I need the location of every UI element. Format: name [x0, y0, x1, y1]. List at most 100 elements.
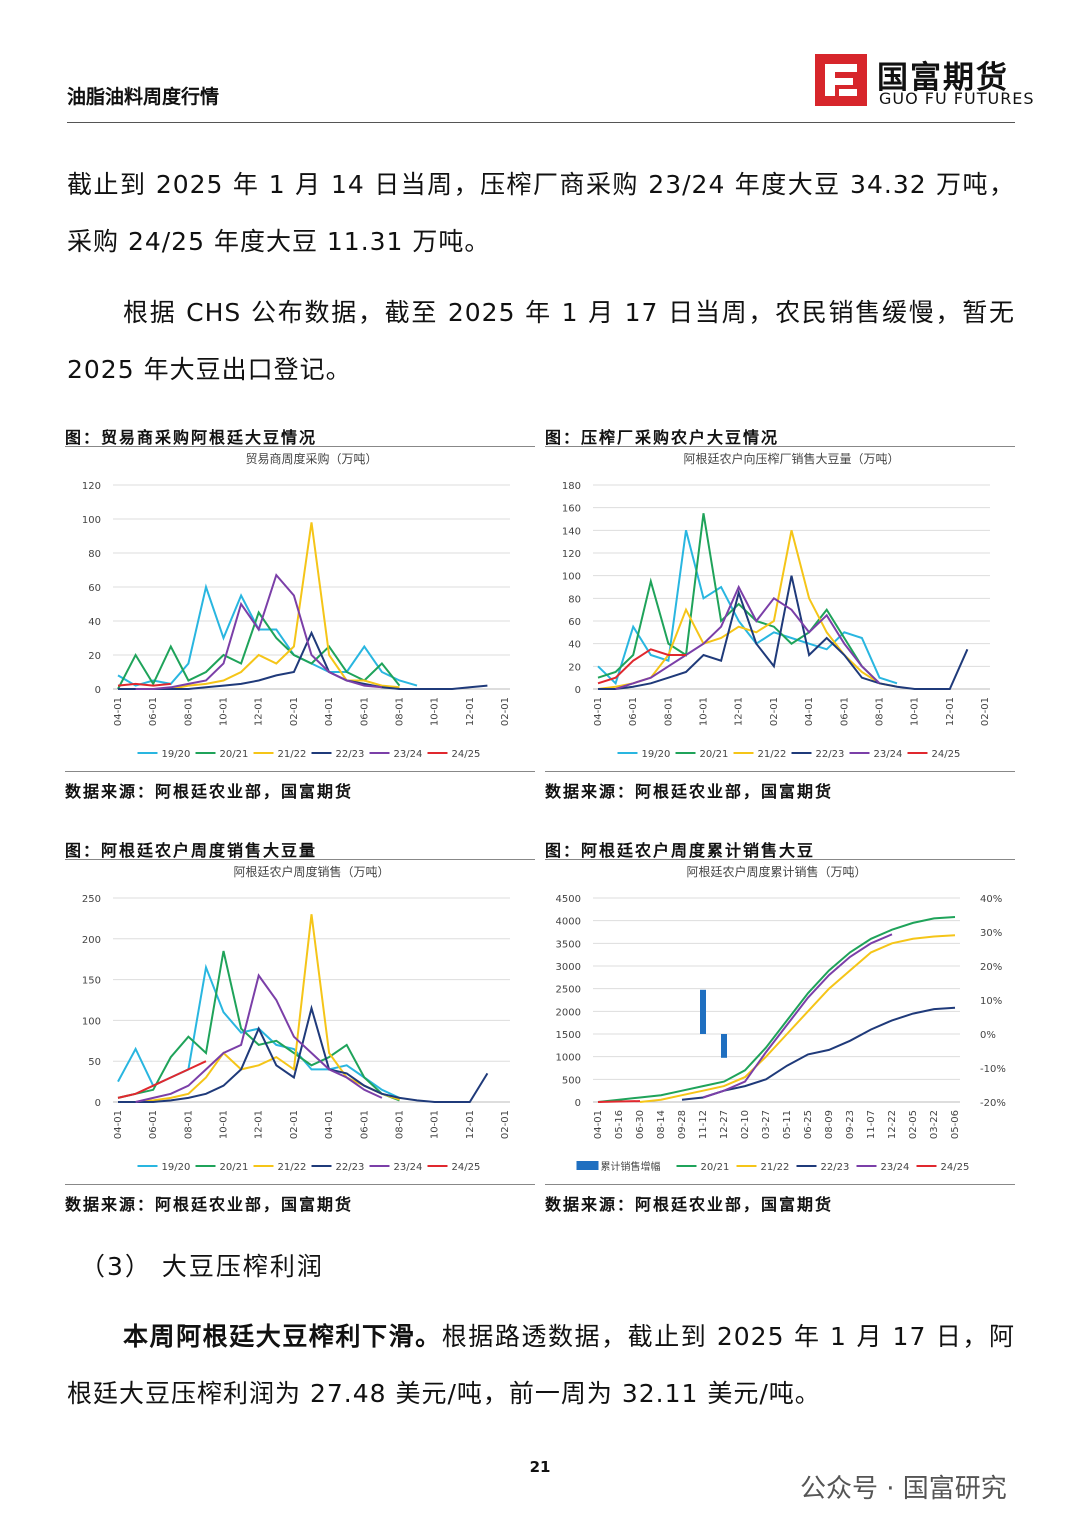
- y-tick-label: 4000: [556, 917, 581, 928]
- x-tick-label: 02-10: [740, 1110, 751, 1139]
- y-tick-label: 120: [82, 481, 101, 492]
- legend-label: 21/22: [761, 1162, 790, 1173]
- series-line: [639, 934, 956, 1103]
- header-title: 油脂油料周度行情: [67, 86, 220, 108]
- y2-tick-label: 20%: [980, 962, 1002, 973]
- x-tick-label: 08-01: [183, 1110, 194, 1139]
- logo-cn: 国富期货: [877, 60, 1009, 96]
- paragraph-text: 根据路透数据，截止到 2025 年 1 月 17 日，阿根廷大豆压榨利润为 27…: [67, 1322, 1015, 1408]
- paragraph: 根据 CHS 公布数据，截至 2025 年 1 月 17 日当周，农民销售缓慢，…: [67, 298, 1015, 384]
- x-tick-label: 04-01: [804, 697, 815, 726]
- x-tick-label: 08-01: [183, 697, 194, 726]
- x-tick-label: 02-01: [500, 1110, 511, 1139]
- y-tick-label: 60: [88, 583, 101, 594]
- legend-label: 19/20: [162, 1162, 191, 1173]
- y-tick-label: 80: [88, 549, 101, 560]
- legend-label: 24/25: [932, 749, 961, 760]
- x-tick-label: 04-01: [324, 697, 335, 726]
- y-tick-label: 2500: [556, 985, 581, 996]
- x-tick-label: 10-01: [699, 697, 710, 726]
- x-tick-label: 02-01: [500, 697, 511, 726]
- logo-en: GUO FU FUTURES: [879, 89, 1035, 108]
- x-tick-label: 02-01: [769, 697, 780, 726]
- x-tick-label: 08-14: [656, 1110, 667, 1139]
- legend-label: 20/21: [220, 749, 249, 760]
- x-tick-label: 04-01: [593, 1110, 604, 1139]
- figure-source: 数据来源：阿根廷农业部，国富期货: [545, 771, 1015, 802]
- x-tick-label: 09-28: [677, 1110, 688, 1139]
- y-tick-label: 3000: [556, 962, 581, 973]
- figure: 图：阿根廷农户周度销售大豆量 阿根廷农户周度销售（万吨） 0 50 100 150 200 2…: [65, 837, 535, 1215]
- figure-source: 数据来源：阿根廷农业部，国富期货: [65, 1184, 535, 1215]
- y-tick-label: 150: [82, 976, 101, 987]
- chart: 贸易商周度采购（万吨） 0 20 40 60 80 100 120 04-01 06-01 08-0…: [82, 451, 511, 760]
- x-tick-label: 10-01: [910, 697, 921, 726]
- x-tick-label: 02-01: [289, 697, 300, 726]
- legend-label: 21/22: [278, 749, 307, 760]
- chart-title: 阿根廷农户周度销售（万吨）: [233, 864, 389, 879]
- y-tick-label: 0: [575, 685, 581, 696]
- x-tick-label: 04-01: [113, 1110, 124, 1139]
- x-tick-label: 08-01: [394, 697, 405, 726]
- header-rule: [67, 122, 1015, 123]
- y-tick-label: 20: [88, 651, 101, 662]
- series-line: [117, 1060, 207, 1099]
- chart: 阿根廷农户周度销售（万吨） 0 50 100 150 200 250 04-01 06-01 08…: [82, 864, 511, 1173]
- series-line: [117, 682, 171, 687]
- legend-label: 20/21: [220, 1162, 249, 1173]
- series-line: [118, 630, 488, 690]
- x-tick-label: 06-01: [359, 1110, 370, 1139]
- y-tick-label: 0: [95, 685, 101, 696]
- x-tick-label: 03-22: [929, 1110, 940, 1139]
- x-tick-label: 06-01: [628, 697, 639, 726]
- y2-tick-label: 40%: [980, 894, 1002, 905]
- series-line: [117, 610, 401, 690]
- legend-label: 22/23: [821, 1162, 850, 1173]
- x-tick-label: 03-27: [761, 1110, 772, 1139]
- y2-tick-label: -10%: [980, 1064, 1006, 1075]
- series-line: [597, 513, 881, 685]
- series-line: [597, 1100, 641, 1103]
- y-tick-label: 60: [568, 617, 581, 628]
- series-line: [118, 1004, 489, 1103]
- figure: 图：阿根廷农户周度累计销售大豆 阿根廷农户周度累计销售（万吨） 0 500 1000 15…: [545, 837, 1015, 1215]
- x-tick-label: 06-01: [148, 1110, 159, 1139]
- bar: [721, 1034, 727, 1058]
- legend-label: 22/23: [816, 749, 845, 760]
- y-tick-label: 0: [95, 1098, 101, 1109]
- paragraph: 截止到 2025 年 1 月 14 日当周，压榨厂商采购 23/24 年度大豆 …: [67, 170, 1015, 256]
- x-tick-label: 12-27: [719, 1110, 730, 1139]
- x-tick-label: 12-01: [254, 697, 265, 726]
- x-tick-label: 05-06: [950, 1110, 961, 1139]
- legend-label: 23/24: [881, 1162, 910, 1173]
- y2-tick-label: 30%: [980, 928, 1002, 939]
- x-tick-label: 05-16: [614, 1110, 625, 1139]
- series-line: [118, 522, 400, 690]
- legend-label: 20/21: [700, 749, 729, 760]
- x-tick-label: 06-01: [359, 697, 370, 726]
- y-tick-label: 20: [568, 662, 581, 673]
- legend-label: 累计销售增幅: [601, 1160, 661, 1173]
- bar: [700, 989, 706, 1034]
- figure: 图：压榨厂采购农户大豆情况 阿根廷农户向压榨厂销售大豆量（万吨） 0 20 40 60 80…: [545, 424, 1015, 802]
- x-tick-label: 02-01: [980, 697, 991, 726]
- legend-label: 23/24: [874, 749, 903, 760]
- y-tick-label: 0: [575, 1098, 581, 1109]
- series-line: [702, 933, 893, 1099]
- series-line: [598, 575, 969, 690]
- legend-label: 21/22: [278, 1162, 307, 1173]
- y-tick-label: 200: [82, 935, 101, 946]
- x-tick-label: 02-05: [908, 1110, 919, 1139]
- y-tick-label: 40: [88, 617, 101, 628]
- y-tick-label: 50: [88, 1057, 101, 1068]
- x-tick-label: 12-22: [887, 1110, 898, 1139]
- x-tick-label: 06-01: [839, 697, 850, 726]
- y-tick-label: 80: [568, 594, 581, 605]
- x-tick-label: 08-01: [663, 697, 674, 726]
- y-tick-label: 4500: [556, 894, 581, 905]
- paragraph: 本周阿根廷大豆榨利下滑。根据路透数据，截止到 2025 年 1 月 17 日，阿…: [67, 1308, 1015, 1422]
- legend-label: 20/21: [701, 1162, 730, 1173]
- x-tick-label: 10-01: [430, 697, 441, 726]
- x-tick-label: 06-25: [803, 1110, 814, 1139]
